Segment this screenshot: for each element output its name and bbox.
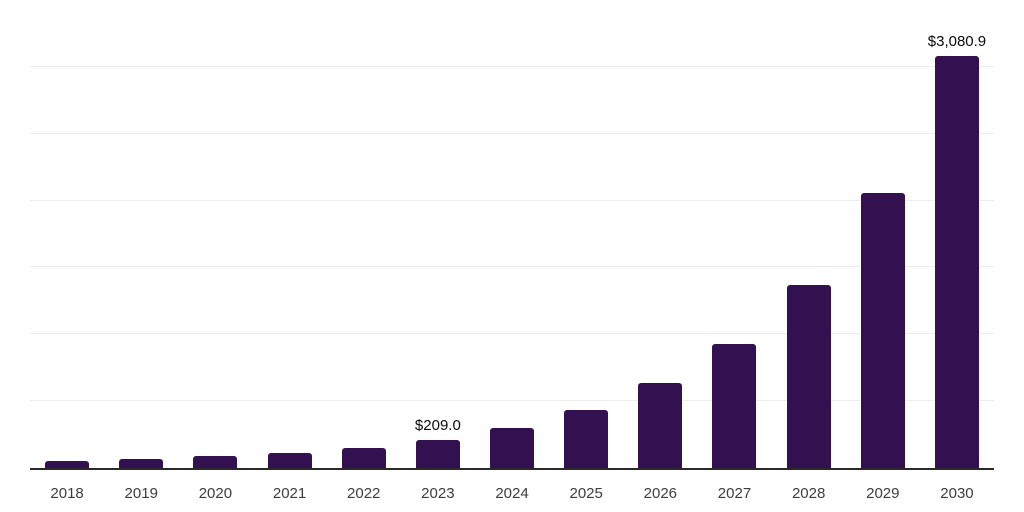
x-tick-label-2025: 2025 (569, 485, 603, 502)
x-tick-label-2027: 2027 (717, 485, 752, 502)
gridline (30, 132, 994, 134)
bar-slot-2027 (697, 2, 771, 468)
bar-2024 (490, 428, 535, 468)
gridline (30, 333, 994, 335)
bars-row: $209.0 $3,080.9 (30, 2, 994, 468)
gridline (30, 199, 994, 201)
x-tick-label-2018: 2018 (50, 485, 84, 502)
bar-2023 (415, 440, 460, 468)
bar-2022 (341, 448, 386, 468)
x-tick-label-2020: 2020 (198, 485, 233, 502)
bar-slot-2018 (30, 2, 104, 468)
bar-2028 (786, 284, 831, 468)
x-tick-label-2022: 2022 (347, 485, 381, 502)
bar-2021 (267, 453, 312, 468)
bar-slot-2023: $209.0 (401, 2, 475, 468)
bar-2026 (638, 383, 683, 468)
bar-2018 (45, 461, 90, 468)
bar-slot-2024 (475, 2, 549, 468)
x-axis-labels: 2018 2019 2020 2021 2022 2023 2024 2025 2026 2027… (30, 486, 994, 502)
x-tick-label-2026: 2026 (643, 485, 678, 502)
bar-slot-2030: $3,080.9 (920, 2, 994, 468)
bar-slot-2021 (252, 2, 326, 468)
gridline (30, 400, 994, 402)
bar-2027 (712, 343, 757, 468)
gridline (30, 266, 994, 268)
x-tick-label-2019: 2019 (124, 485, 158, 502)
bar-2025 (564, 410, 609, 468)
bar-slot-2026 (623, 2, 697, 468)
x-tick-label-2023: 2023 (421, 485, 455, 502)
bar-slot-2028 (772, 2, 846, 468)
bar-2029 (860, 192, 905, 468)
bar-slot-2019 (104, 2, 178, 468)
x-tick-label-2021: 2021 (272, 485, 307, 502)
bar-2020 (193, 456, 238, 468)
x-tick-label-2024: 2024 (495, 485, 529, 502)
gridline (30, 65, 994, 67)
value-label-2030: $3,080.9 (927, 33, 987, 50)
bar-slot-2022 (327, 2, 401, 468)
bar-slot-2020 (178, 2, 252, 468)
value-label-2023: $209.0 (414, 417, 461, 435)
plot-area: $209.0 $3,080.9 (30, 2, 994, 470)
bar-slot-2029 (846, 2, 920, 468)
bar-slot-2025 (549, 2, 623, 468)
x-tick-label-2028: 2028 (791, 485, 826, 502)
bar-2030 (934, 56, 979, 468)
x-tick-label-2029: 2029 (866, 485, 900, 502)
bar-2019 (119, 459, 164, 468)
x-tick-label-2030: 2030 (940, 485, 974, 502)
